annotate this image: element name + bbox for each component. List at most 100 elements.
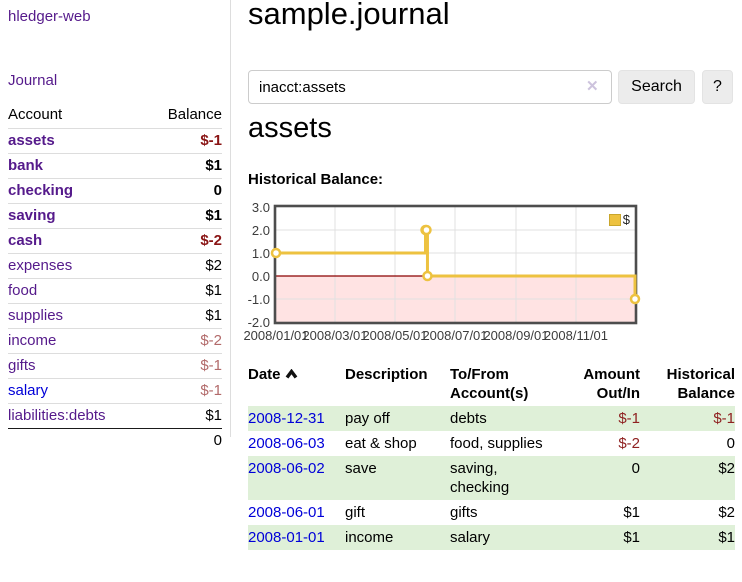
transaction-balance: $2 xyxy=(718,504,735,521)
balance-column-header: Balance xyxy=(145,103,222,129)
page-title: sample.journal xyxy=(248,0,450,31)
account-balance: $1 xyxy=(145,303,222,329)
brand-link[interactable]: hledger-web xyxy=(8,8,91,25)
account-balance: $-1 xyxy=(145,128,222,154)
register-row: 2008-06-01 gift gifts $1 $2 xyxy=(248,500,735,525)
sidebar-item-journal[interactable]: Journal xyxy=(8,72,58,89)
account-link-food[interactable]: food xyxy=(8,282,38,299)
accounts-total-value: 0 xyxy=(213,432,222,449)
sort-ascending-icon xyxy=(285,369,297,379)
transaction-description: gift xyxy=(345,504,366,521)
y-axis-tick-label: -2.0 xyxy=(247,315,270,330)
search-button[interactable]: Search xyxy=(618,70,695,104)
account-row-cash: cash $-2 xyxy=(8,228,222,254)
account-link-liabilities-debts[interactable]: liabilities:debts xyxy=(8,407,106,424)
account-row-checking: checking 0 xyxy=(8,178,222,204)
y-axis-tick-label: -1.0 xyxy=(247,292,270,307)
register-row: 2008-06-02 save saving, checking 0 $2 xyxy=(248,456,735,500)
balance-column-header: Historical Balance xyxy=(666,366,735,402)
register-row: 2008-01-01 income salary $1 $1 xyxy=(248,525,735,550)
account-balance: $-2 xyxy=(145,228,222,254)
register-table: Date Description To/From Account(s) Amou… xyxy=(248,362,735,550)
x-axis-tick-label: 2008/09/01 xyxy=(483,328,549,343)
transaction-amount: $-2 xyxy=(618,435,640,452)
search-input[interactable] xyxy=(248,70,612,104)
transaction-description: save xyxy=(345,460,377,477)
description-column-header: Description xyxy=(345,366,428,383)
search-form: ✕ Search ? xyxy=(248,70,742,104)
account-link-supplies[interactable]: supplies xyxy=(8,307,64,324)
account-balance: $-1 xyxy=(145,378,222,404)
register-row: 2008-06-03 eat & shop food, supplies $-2… xyxy=(248,431,735,456)
x-axis-tick-label: 2008/01/01 xyxy=(243,328,309,343)
help-button[interactable]: ? xyxy=(702,70,733,104)
x-axis-tick-label: 2008/07/01 xyxy=(422,328,488,343)
account-balance: $-2 xyxy=(145,328,222,354)
transaction-description: pay off xyxy=(345,410,390,427)
transaction-description: eat & shop xyxy=(345,435,417,452)
account-row-saving: saving $1 xyxy=(8,203,222,229)
clear-search-icon[interactable]: ✕ xyxy=(586,78,599,95)
chart-heading: Historical Balance: xyxy=(248,171,384,188)
account-link-salary[interactable]: salary xyxy=(8,382,49,399)
account-column-header: Account xyxy=(8,103,146,129)
account-link-expenses[interactable]: expenses xyxy=(8,257,73,274)
x-axis-tick-label: 2008/05/01 xyxy=(362,328,428,343)
transaction-amount: $1 xyxy=(623,529,640,546)
x-axis-tick-label: 2008/03/01 xyxy=(302,328,368,343)
y-axis-tick-label: 3.0 xyxy=(251,200,270,215)
account-link-income[interactable]: income xyxy=(8,332,57,349)
transaction-date-link[interactable]: 2008-12-31 xyxy=(248,410,325,427)
account-balance: $1 xyxy=(145,203,222,229)
account-row-bank: bank $1 xyxy=(8,153,222,179)
transaction-date-link[interactable]: 2008-06-01 xyxy=(248,504,325,521)
chart-legend: $ xyxy=(607,211,631,228)
amount-column-header: Amount Out/In xyxy=(583,366,640,402)
legend-swatch-icon xyxy=(608,213,621,226)
legend-label: $ xyxy=(622,212,630,227)
account-balance-table: Account Balance assets $-1 bank $1 check… xyxy=(8,103,222,453)
y-axis-tick-label: 2.0 xyxy=(251,223,270,238)
register-header-row: Date Description To/From Account(s) Amou… xyxy=(248,362,735,406)
transaction-accounts: gifts xyxy=(450,504,478,521)
transaction-date-link[interactable]: 2008-06-02 xyxy=(248,460,325,477)
account-row-expenses: expenses $2 xyxy=(8,253,222,279)
account-balance: 0 xyxy=(145,178,222,204)
account-balance: $2 xyxy=(145,253,222,279)
transaction-amount: $-1 xyxy=(618,410,640,427)
transaction-date-link[interactable]: 2008-06-03 xyxy=(248,435,325,452)
account-balance: $1 xyxy=(145,278,222,304)
historical-balance-chart: $ 3.0 2.0 1.0 0.0 -1.0 -2.0 2008/01/01 2008/03/… xyxy=(243,200,688,347)
account-balance: $-1 xyxy=(145,353,222,379)
account-heading: assets xyxy=(248,112,332,144)
transaction-balance: $-1 xyxy=(713,410,735,427)
sidebar: hledger-web Journal Account Balance asse… xyxy=(0,0,231,449)
account-link-bank[interactable]: bank xyxy=(8,157,44,174)
account-balance: $1 xyxy=(145,403,222,429)
transaction-accounts: debts xyxy=(450,410,487,427)
account-row-food: food $1 xyxy=(8,278,222,304)
transaction-description: income xyxy=(345,529,394,546)
y-axis-tick-label: 0.0 xyxy=(251,269,270,284)
transaction-amount: 0 xyxy=(631,460,640,477)
date-column-header[interactable]: Date xyxy=(248,362,345,406)
account-row-gifts: gifts $-1 xyxy=(8,353,222,379)
accounts-column-header: To/From Account(s) xyxy=(450,366,529,402)
transaction-accounts: salary xyxy=(450,529,491,546)
account-link-checking[interactable]: checking xyxy=(8,182,74,199)
account-row-liabilities-debts: liabilities:debts $1 xyxy=(8,403,222,429)
account-balance: $1 xyxy=(145,153,222,179)
transaction-amount: $1 xyxy=(623,504,640,521)
account-link-saving[interactable]: saving xyxy=(8,207,56,224)
account-link-cash[interactable]: cash xyxy=(8,232,43,249)
account-link-assets[interactable]: assets xyxy=(8,132,55,149)
chart-plot-area: $ 3.0 2.0 1.0 0.0 -1.0 -2.0 2008/01/01 2008/03/… xyxy=(243,200,641,343)
register-row: 2008-12-31 pay off debts $-1 $-1 xyxy=(248,406,735,431)
accounts-total-row: 0 xyxy=(8,429,222,454)
transaction-balance: 0 xyxy=(726,435,735,452)
main-content: sample.journal ✕ Search ? assets Histori… xyxy=(243,0,742,582)
account-link-gifts[interactable]: gifts xyxy=(8,357,36,374)
account-row-assets: assets $-1 xyxy=(8,128,222,154)
transaction-date-link[interactable]: 2008-01-01 xyxy=(248,529,325,546)
account-row-salary: salary $-1 xyxy=(8,378,222,404)
